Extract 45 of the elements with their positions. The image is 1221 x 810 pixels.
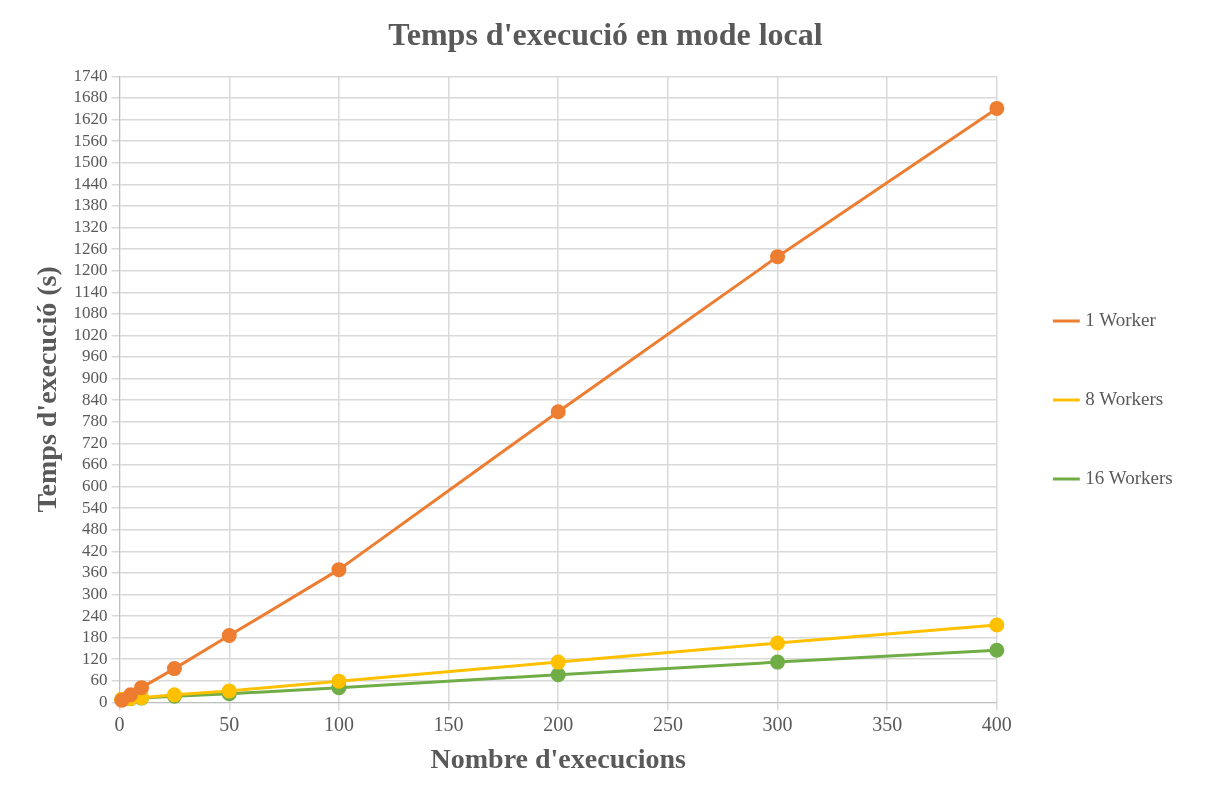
- x-tick-label: 400: [981, 712, 1012, 735]
- y-tick-label: 0: [99, 691, 108, 711]
- y-tick-label: 1500: [73, 152, 108, 172]
- y-tick-label: 480: [82, 519, 108, 539]
- y-tick-label: 1440: [73, 173, 108, 193]
- y-tick-label: 1560: [73, 130, 108, 150]
- x-tick-label: 100: [323, 712, 354, 735]
- y-axis-title: Temps d'execució (s): [31, 266, 63, 513]
- y-tick-label: 1020: [73, 324, 108, 344]
- x-tick-label: 150: [433, 712, 464, 735]
- x-axis-title: Nombre d'execucions: [430, 743, 686, 775]
- y-tick-label: 1260: [73, 238, 108, 258]
- x-tick-label: 300: [762, 712, 793, 735]
- y-tick-label: 1740: [73, 65, 108, 85]
- x-tick-label: 350: [872, 712, 903, 735]
- x-tick-label: 0: [114, 712, 125, 735]
- y-tick-label: 1680: [73, 87, 108, 107]
- y-tick-label: 1380: [73, 195, 108, 215]
- y-tick-label: 660: [82, 454, 108, 474]
- legend-label: 1 Worker: [1085, 308, 1157, 330]
- y-tick-label: 240: [82, 605, 108, 625]
- y-tick-label: 360: [82, 562, 108, 582]
- legend-label: 8 Workers: [1085, 387, 1164, 409]
- y-tick-label: 1320: [73, 216, 108, 236]
- y-tick-label: 300: [82, 583, 108, 603]
- y-tick-label: 600: [82, 476, 108, 496]
- y-tick-label: 540: [82, 497, 108, 517]
- chart-title: Temps d'execució en mode local: [388, 16, 823, 53]
- y-tick-label: 960: [82, 346, 108, 366]
- y-tick-label: 60: [90, 670, 108, 690]
- y-tick-label: 1140: [74, 281, 108, 301]
- y-tick-label: 720: [82, 432, 108, 452]
- y-tick-label: 420: [82, 540, 108, 560]
- y-tick-label: 1620: [73, 109, 108, 129]
- legend-label: 16 Workers: [1085, 466, 1173, 488]
- y-tick-label: 780: [82, 411, 108, 431]
- x-tick-label: 50: [219, 712, 240, 735]
- y-tick-label: 840: [82, 389, 108, 409]
- y-tick-label: 1080: [73, 303, 108, 323]
- y-tick-label: 180: [82, 627, 108, 647]
- y-tick-label: 1200: [73, 260, 108, 280]
- x-tick-label: 200: [543, 712, 574, 735]
- y-tick-label: 120: [82, 648, 108, 668]
- x-tick-label: 250: [652, 712, 683, 735]
- y-tick-label: 900: [82, 368, 108, 388]
